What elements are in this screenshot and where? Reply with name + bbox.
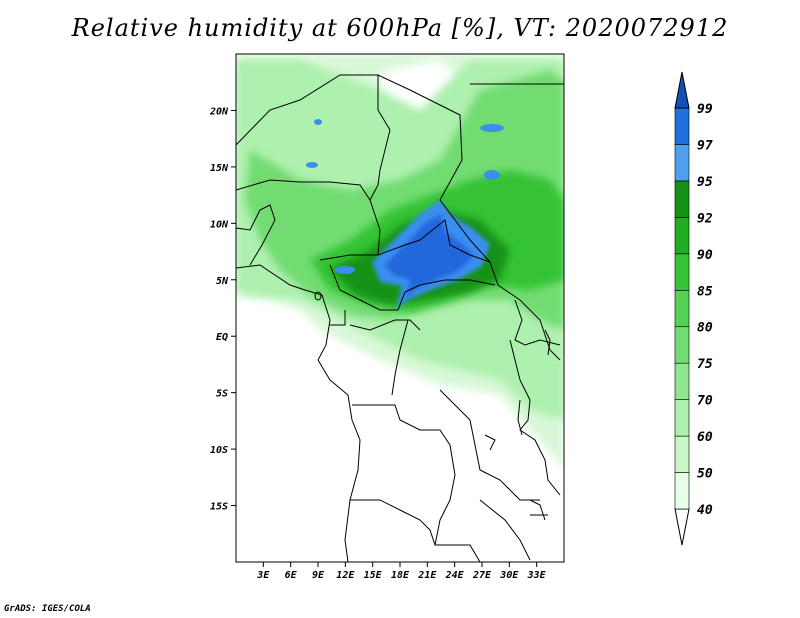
rh-97-spot-west (335, 266, 355, 274)
colorbar-label: 60 (697, 430, 713, 445)
lat-tick-label: 5N (216, 276, 229, 287)
lat-tick-label: 15S (210, 502, 228, 513)
colorbar-label: 85 (697, 284, 713, 299)
lat-tick-label: 20N (209, 106, 229, 117)
colorbar-label: 95 (697, 175, 713, 190)
colorbar-segment (674, 253, 690, 291)
colorbar-label: 40 (697, 503, 713, 518)
colorbar-segment (674, 362, 690, 400)
rh-97-spot-n2 (314, 119, 322, 125)
colorbar-label: 99 (697, 102, 713, 117)
colorbar-segment (674, 326, 690, 364)
colorbar-segment (674, 289, 690, 328)
colorbar-label: 80 (697, 321, 713, 336)
lon-tick-label: 33E (527, 570, 547, 581)
lat-tick-label: 15N (210, 163, 229, 174)
colorbar-label: 90 (697, 248, 713, 263)
colorbar-label: 92 (697, 211, 713, 226)
lat-tick-label: 5S (216, 389, 228, 400)
colorbar-max-arrow (674, 71, 690, 109)
colorbar-segment (674, 472, 690, 510)
colorbar-label: 70 (697, 394, 713, 409)
lon-tick-label: 9E (312, 570, 325, 581)
colorbar-segment (674, 399, 690, 437)
map-title: Relative humidity at 600hPa [%], VT: 202… (71, 14, 729, 42)
lon-tick-label: 15E (364, 570, 383, 581)
humidity-field (236, 54, 564, 562)
lon-tick-label: 27E (472, 570, 492, 581)
colorbar-label: 50 (697, 467, 713, 482)
country-borders (236, 74, 564, 562)
lakes (314, 291, 551, 521)
colorbar-label: 75 (697, 357, 713, 372)
colorbar: 40 50 60 70 75 80 85 90 92 95 97 99 (674, 71, 713, 546)
grads-credit: GrADS: IGES/COLA (4, 604, 91, 614)
rh-97-spot-nw (306, 162, 318, 168)
lon-tick-label: 18E (391, 570, 410, 581)
rh-99-core (384, 214, 474, 300)
longitude-axis: 3E 6E 9E 12E 15E 18E 21E 24E 27E 30E 33E (256, 562, 547, 581)
lon-tick-label: 6E (285, 570, 298, 581)
colorbar-segment (674, 144, 690, 182)
lat-tick-label: 10N (210, 219, 229, 230)
lat-tick-label: EQ (216, 332, 228, 343)
lon-tick-label: 12E (336, 570, 355, 581)
colorbar-segment (674, 435, 690, 473)
latitude-axis: 20N 15N 10N 5N EQ 5S 10S 15S (209, 106, 236, 513)
lon-tick-label: 30E (499, 570, 519, 581)
rh-97-spot-north (480, 124, 504, 132)
colorbar-segment (674, 107, 690, 145)
lon-tick-label: 3E (256, 570, 270, 581)
rh-97-spot-northeast (484, 170, 500, 180)
colorbar-segment (674, 180, 690, 218)
lat-tick-label: 10S (210, 445, 228, 456)
lon-tick-label: 24E (445, 570, 465, 581)
lon-tick-label: 21E (417, 570, 437, 581)
colorbar-segment (674, 217, 690, 255)
colorbar-min-arrow (674, 508, 690, 546)
colorbar-label: 97 (697, 138, 713, 153)
